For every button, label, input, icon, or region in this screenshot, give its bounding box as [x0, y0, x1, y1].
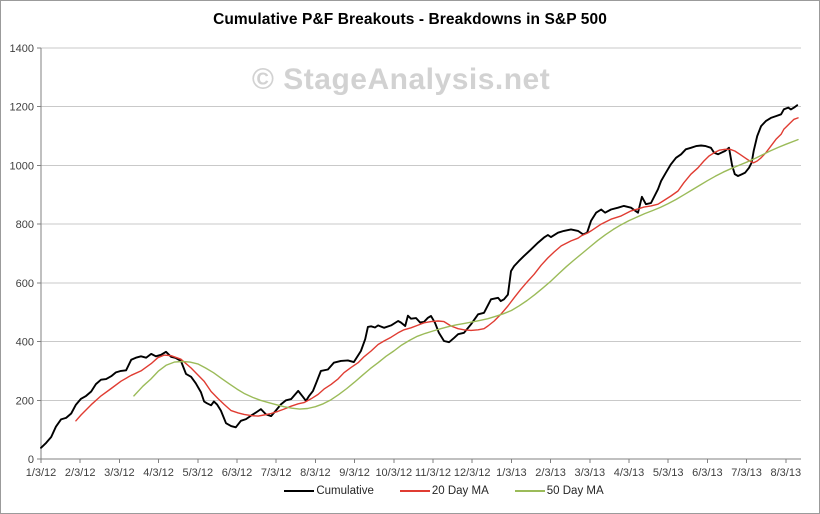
x-tick-label: 4/3/12: [143, 467, 174, 479]
x-tick-label: 3/3/12: [104, 467, 135, 479]
series-line-20-day-ma: [75, 117, 799, 422]
x-tick-label: 7/3/12: [261, 467, 292, 479]
y-tick-label: 1200: [10, 102, 34, 114]
x-tick-label: 2/3/12: [65, 467, 96, 479]
series-line-50-day-ma: [133, 138, 799, 410]
x-tick-label: 9/3/12: [339, 467, 370, 479]
y-tick-label: 800: [16, 219, 34, 231]
legend-label-cumulative: Cumulative: [316, 485, 374, 497]
y-tick-label: 1000: [10, 160, 34, 172]
x-tick-label: 7/3/13: [731, 467, 762, 479]
x-tick-label: 1/3/12: [26, 467, 57, 479]
x-tick-label: 1/3/13: [496, 467, 527, 479]
x-tick-label: 2/3/13: [535, 467, 566, 479]
x-tick-label: 6/3/12: [222, 467, 253, 479]
y-tick-label: 400: [16, 337, 34, 349]
x-tick-label: 6/3/13: [692, 467, 723, 479]
y-tick-label: 600: [16, 278, 34, 290]
x-tick-label: 8/3/13: [771, 467, 802, 479]
y-tick-label: 1400: [10, 43, 34, 55]
legend-item-cumulative: Cumulative: [284, 485, 374, 497]
legend-label-20dma: 20 Day MA: [431, 485, 489, 497]
legend-line-swatch-cumulative: [284, 490, 315, 492]
x-tick-label: 5/3/13: [653, 467, 684, 479]
x-tick-label: 12/3/12: [454, 467, 491, 479]
series-line-cumulative: [40, 104, 799, 449]
legend-item-20dma: 20 Day MA: [399, 485, 489, 497]
x-tick-label: 10/3/12: [375, 467, 412, 479]
legend-line-swatch-50dma: [514, 490, 545, 492]
y-tick-label: 200: [16, 395, 34, 407]
x-tick-label: 11/3/12: [415, 467, 451, 479]
legend-label-50dma: 50 Day MA: [546, 485, 604, 497]
x-tick-label: 5/3/12: [183, 467, 214, 479]
chart-legend: Cumulative 20 Day MA 50 Day MA: [35, 485, 819, 497]
legend-line-swatch-20dma: [399, 490, 430, 492]
y-tick-label: 0: [28, 454, 34, 466]
x-tick-label: 4/3/13: [614, 467, 645, 479]
x-tick-label: 3/3/13: [575, 467, 606, 479]
x-tick-label: 8/3/12: [300, 467, 331, 479]
legend-item-50dma: 50 Day MA: [514, 485, 604, 497]
chart-title: Cumulative P&F Breakouts - Breakdowns in…: [213, 11, 607, 28]
